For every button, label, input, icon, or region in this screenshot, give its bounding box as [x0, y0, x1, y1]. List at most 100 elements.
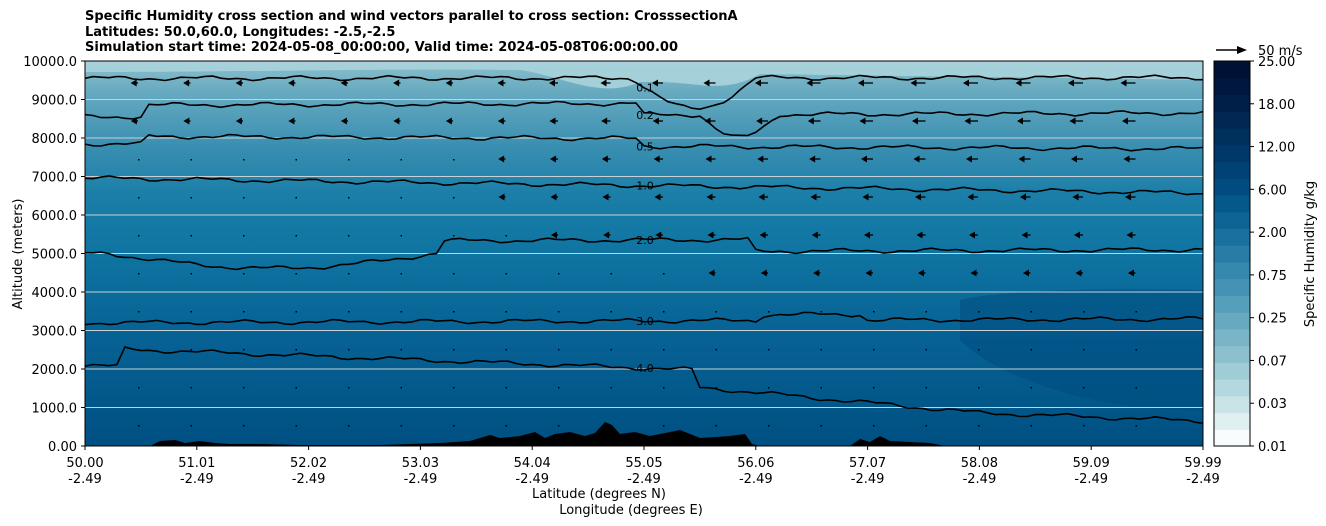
- wind-vector-head: [601, 117, 608, 125]
- contour-line: [85, 175, 1203, 196]
- wind-vector-head: [916, 231, 923, 239]
- wind-vector: [400, 311, 402, 313]
- wind-vector-head: [862, 193, 869, 201]
- x-tick-label-lon: -2.49: [1186, 472, 1220, 487]
- wind-vector: [558, 387, 560, 389]
- contour-label: 3.0: [636, 315, 654, 328]
- wind-vector: [558, 311, 560, 313]
- wind-vector: [348, 197, 350, 199]
- wind-vector: [610, 349, 612, 351]
- wind-vector: [505, 349, 507, 351]
- wind-vector-head: [603, 231, 610, 239]
- wind-vector: [243, 235, 245, 237]
- contour-label: 4.0: [636, 362, 654, 375]
- colorbar-segment: [1214, 94, 1250, 112]
- wind-vector-head: [705, 155, 712, 163]
- colorbar-segment: [1214, 412, 1250, 430]
- y-tick-label: 6000.0: [32, 209, 78, 224]
- wind-vector-head: [756, 117, 763, 125]
- colorbar-segment: [1214, 379, 1250, 397]
- y-tick-label: 0.00: [48, 440, 77, 455]
- wind-vector-head: [915, 193, 921, 201]
- wind-vector-head: [653, 155, 660, 163]
- wind-vector: [925, 425, 927, 427]
- wind-vector-head: [964, 117, 971, 125]
- colorbar-segment: [1214, 127, 1250, 146]
- wind-vector-head: [602, 193, 609, 201]
- colorbar-segment: [1214, 345, 1250, 363]
- wind-vector: [663, 273, 665, 275]
- wind-vector-head: [654, 193, 661, 201]
- wind-vector-head: [288, 117, 295, 125]
- wind-vector: [978, 349, 980, 351]
- colorbar-segment: [1214, 111, 1250, 129]
- wind-vector-head: [1122, 117, 1128, 125]
- wind-vector: [978, 311, 980, 313]
- wind-vector-head: [445, 79, 452, 87]
- wind-vector-head: [549, 117, 556, 125]
- wind-vector: [925, 349, 927, 351]
- wind-vector: [190, 311, 192, 313]
- wind-vector: [453, 273, 455, 275]
- wind-key-arrowhead: [1237, 46, 1247, 54]
- x-tick-label-lat: 59.09: [1073, 456, 1110, 471]
- wind-vector: [243, 311, 245, 313]
- wind-vector: [820, 387, 822, 389]
- wind-vector-head: [340, 117, 347, 125]
- wind-vector-head: [1128, 269, 1134, 277]
- wind-vector-head: [393, 117, 400, 125]
- wind-key: 50 m/s: [1216, 44, 1303, 59]
- wind-vector-head: [288, 79, 295, 87]
- wind-vector: [243, 159, 245, 161]
- wind-vector: [348, 425, 350, 427]
- contour-label: 1.0: [636, 180, 654, 193]
- wind-vector: [138, 425, 140, 427]
- wind-vector: [453, 425, 455, 427]
- wind-vector: [1030, 425, 1032, 427]
- wind-vector-head: [970, 269, 977, 277]
- x-tick-label-lon: -2.49: [515, 472, 549, 487]
- colorbar-segment: [1214, 312, 1250, 330]
- wind-vector-head: [760, 269, 767, 277]
- wind-vector: [873, 311, 875, 313]
- y-tick-label: 8000.0: [32, 132, 78, 147]
- colorbar-segment: [1214, 245, 1250, 263]
- wind-vector-head: [551, 231, 557, 239]
- wind-vector-head: [1069, 117, 1076, 125]
- wind-vector-head: [498, 155, 505, 163]
- wind-vector: [348, 387, 350, 389]
- x-tick-label-lon: -2.49: [963, 472, 997, 487]
- wind-vector: [558, 273, 560, 275]
- wind-vector: [243, 273, 245, 275]
- x-tick-label-lon: -2.49: [739, 472, 773, 487]
- wind-vector-head: [183, 79, 190, 87]
- wind-vector: [1135, 425, 1137, 427]
- colorbar-segment: [1214, 295, 1250, 313]
- wind-vector-head: [340, 79, 347, 87]
- wind-vector-head: [859, 117, 866, 125]
- colorbar-segment: [1214, 178, 1250, 196]
- x-tick-label-lon: -2.49: [180, 472, 214, 487]
- wind-vector: [400, 349, 402, 351]
- wind-vector-head: [498, 193, 505, 201]
- contour-label: 0.1: [636, 81, 654, 94]
- wind-vector-head: [130, 79, 137, 87]
- wind-vector: [400, 235, 402, 237]
- wind-vector: [505, 425, 507, 427]
- wind-vector-head: [1018, 155, 1025, 163]
- wind-vector-head: [550, 193, 557, 201]
- wind-vector: [138, 159, 140, 161]
- wind-vector: [243, 425, 245, 427]
- x-tick-label-lat: 56.06: [737, 456, 774, 471]
- x-tick-label-lat: 58.08: [961, 456, 998, 471]
- y-tick-label: 9000.0: [32, 94, 78, 109]
- colorbar-ticks: 0.01 0.03 0.07 0.25 0.75 2.00 6.00 12.00 18.00 25…: [1250, 55, 1295, 455]
- wind-vector-head: [757, 155, 764, 163]
- wind-vector-head: [655, 231, 662, 239]
- y-axis: 0.00 1000.0 2000.0 3000.0 4000.0 5000.0 6000.0…: [23, 55, 85, 455]
- colorbar-tick-label: 0.03: [1258, 397, 1287, 412]
- wind-vector: [505, 311, 507, 313]
- x-tick-label-lon: -2.49: [68, 472, 102, 487]
- wind-vector-head: [703, 79, 710, 87]
- wind-vector: [768, 387, 770, 389]
